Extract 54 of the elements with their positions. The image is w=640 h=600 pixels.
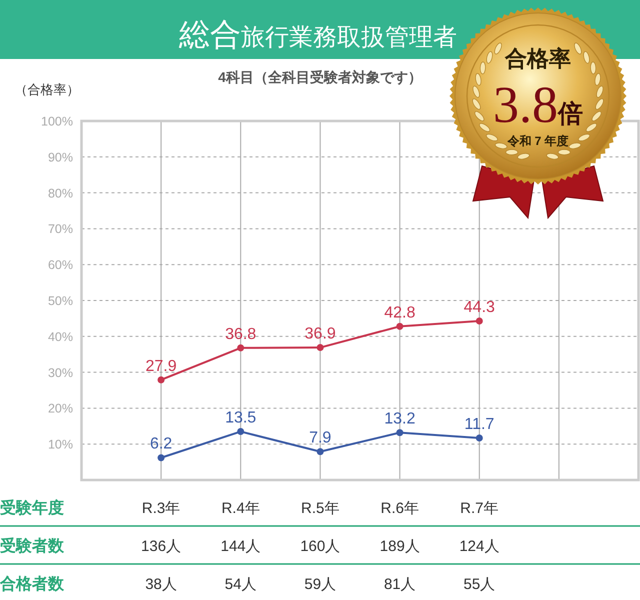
y-tick-label: 90% <box>48 150 73 164</box>
annotation: 令和 7 年度 <box>506 134 569 148</box>
point <box>237 344 244 352</box>
text: 81人 <box>384 576 416 593</box>
text: 144人 <box>220 538 261 555</box>
data-label: 11.7 <box>464 416 494 433</box>
point <box>158 376 165 384</box>
x-tick-label: R.5年 <box>301 500 340 517</box>
point <box>158 454 165 462</box>
data-label: 36.8 <box>225 326 256 343</box>
x-axis-title: 受験年度 <box>0 498 64 517</box>
text: 38人 <box>145 576 177 593</box>
point <box>316 448 324 456</box>
x-tick-label: R.7年 <box>460 500 499 517</box>
text: 189人 <box>380 538 420 555</box>
y-tick-label: 100% <box>41 114 73 128</box>
y-axis-title: （合格率） <box>14 82 80 97</box>
text: 160人 <box>300 538 340 555</box>
x-tick-label: R.3年 <box>142 500 180 517</box>
text: 合格者数 <box>0 575 65 593</box>
data-label: 27.9 <box>146 358 177 375</box>
data-label: 6.2 <box>150 436 172 453</box>
point <box>396 322 404 330</box>
data-label: 36.9 <box>304 326 336 343</box>
point <box>316 344 324 352</box>
y-tick-label: 60% <box>48 258 73 272</box>
y-tick-label: 80% <box>48 186 73 200</box>
x-tick-label: R.4年 <box>221 500 260 517</box>
data-label: 13.5 <box>225 410 256 427</box>
y-tick-label: 30% <box>48 366 73 380</box>
text: 59人 <box>304 576 336 593</box>
y-tick-label: 20% <box>48 402 73 416</box>
text: 55人 <box>464 576 496 593</box>
data-label: 13.2 <box>384 410 416 428</box>
data-label: 44.3 <box>464 298 496 316</box>
text: 54人 <box>224 576 256 593</box>
text: 124人 <box>459 538 500 555</box>
y-tick-label: 50% <box>48 294 73 308</box>
y-tick-label: 70% <box>48 222 73 236</box>
data-label: 42.8 <box>384 304 416 322</box>
text: 合格率 <box>504 46 571 71</box>
chart-subtitle: 4科目（全科目受験者対象です） <box>218 69 422 85</box>
y-tick-label: 10% <box>48 438 73 452</box>
point <box>237 428 244 436</box>
chart-title: 総合旅行業務取扱管理者 <box>178 17 457 52</box>
text: 受験者数 <box>0 537 65 555</box>
annotation: 3.8倍 <box>493 77 583 134</box>
point <box>396 429 404 436</box>
y-tick-label: 40% <box>48 330 73 344</box>
text: 136人 <box>141 538 182 555</box>
point <box>476 317 483 324</box>
data-label: 7.9 <box>309 430 332 447</box>
x-tick-label: R.6年 <box>380 500 419 517</box>
point <box>476 434 483 442</box>
